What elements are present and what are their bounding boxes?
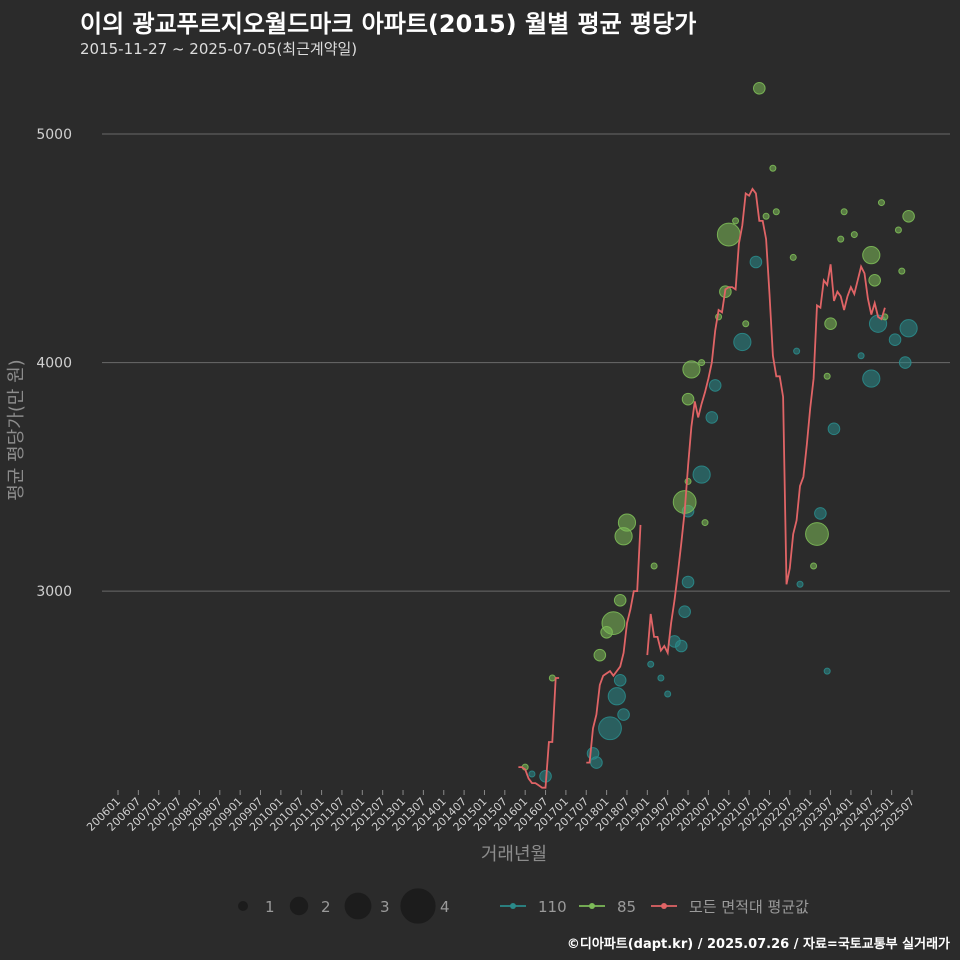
data-point bbox=[601, 611, 626, 636]
legend-series-dot bbox=[661, 903, 667, 909]
data-point bbox=[837, 235, 845, 243]
data-point bbox=[708, 379, 722, 392]
data-point bbox=[862, 246, 881, 265]
legend-series-label: 110 bbox=[538, 898, 567, 916]
average-line-series bbox=[646, 187, 886, 657]
legend-size-key bbox=[289, 896, 309, 916]
data-point bbox=[793, 347, 801, 355]
chart-title: 이의 광교푸르지오월드마크 아파트(2015) 월별 평균 평당가 bbox=[80, 10, 697, 38]
data-point bbox=[692, 465, 711, 484]
data-point bbox=[810, 562, 818, 570]
data-point bbox=[681, 392, 695, 406]
legend-size-label: 4 bbox=[440, 898, 450, 916]
data-point bbox=[898, 267, 906, 275]
data-point bbox=[664, 690, 672, 698]
data-point bbox=[593, 648, 607, 662]
chart-caption: ©디아파트(dapt.kr) / 2025.07.26 / 자료=국토교통부 실… bbox=[566, 937, 950, 952]
data-point bbox=[598, 716, 622, 741]
data-point bbox=[528, 770, 536, 778]
data-point bbox=[742, 320, 750, 328]
data-point bbox=[701, 519, 709, 527]
legend-size-label: 3 bbox=[380, 898, 390, 916]
data-point bbox=[698, 359, 706, 367]
data-point bbox=[894, 226, 902, 234]
data-point bbox=[823, 372, 831, 380]
data-point bbox=[613, 673, 627, 687]
chart-subtitle: 2015-11-27 ~ 2025-07-05(최근계약일) bbox=[80, 40, 358, 58]
data-point bbox=[607, 687, 626, 706]
data-point bbox=[548, 674, 556, 682]
legend-series-label: 모든 면적대 평균값 bbox=[689, 898, 809, 916]
y-tick-label: 5000 bbox=[36, 127, 72, 143]
data-point bbox=[772, 208, 780, 216]
data-point bbox=[862, 369, 881, 388]
data-point bbox=[753, 81, 766, 95]
data-point bbox=[733, 332, 752, 352]
data-point bbox=[650, 562, 658, 570]
data-point bbox=[716, 222, 741, 247]
data-point bbox=[789, 253, 797, 261]
data-point bbox=[749, 255, 763, 269]
data-point bbox=[814, 507, 827, 520]
legend: 1 2 3 4 110 85 모든 면적대 평균값 bbox=[238, 888, 809, 924]
data-point bbox=[613, 593, 627, 607]
data-point bbox=[805, 522, 829, 546]
legend-series-dot bbox=[589, 903, 595, 909]
data-point bbox=[705, 411, 719, 424]
data-point bbox=[762, 212, 770, 220]
average-line-series bbox=[586, 524, 642, 764]
data-point bbox=[732, 217, 740, 225]
average-line-series bbox=[518, 677, 560, 789]
data-point bbox=[681, 575, 695, 589]
data-point bbox=[617, 708, 630, 721]
legend-series-dot bbox=[510, 903, 516, 909]
data-point bbox=[899, 319, 918, 338]
data-point bbox=[674, 639, 688, 653]
data-point bbox=[617, 513, 637, 532]
legend-size-label: 2 bbox=[321, 898, 331, 916]
data-point bbox=[898, 356, 912, 369]
legend-size-key bbox=[344, 892, 372, 920]
data-point bbox=[857, 352, 865, 360]
data-point bbox=[678, 605, 691, 619]
data-point bbox=[769, 164, 777, 172]
data-point bbox=[796, 580, 804, 588]
legend-size-label: 1 bbox=[265, 898, 275, 916]
data-point bbox=[657, 674, 665, 682]
data-point bbox=[647, 660, 655, 668]
points-layer bbox=[521, 81, 918, 783]
y-axis-title: 평균 평당가(만 원) bbox=[6, 359, 27, 500]
legend-size-key bbox=[400, 888, 436, 924]
data-point bbox=[590, 756, 603, 769]
data-point bbox=[827, 422, 841, 436]
data-point bbox=[850, 231, 858, 239]
data-point bbox=[877, 199, 885, 207]
legend-size-key bbox=[238, 901, 248, 911]
legend-series-label: 85 bbox=[617, 898, 636, 916]
data-point bbox=[868, 273, 881, 287]
data-point bbox=[840, 208, 848, 216]
data-point bbox=[824, 317, 837, 331]
x-axis-title: 거래년월 bbox=[481, 844, 547, 865]
y-tick-label: 4000 bbox=[36, 356, 72, 372]
y-tick-label: 3000 bbox=[36, 584, 72, 600]
data-point bbox=[902, 209, 915, 223]
data-point bbox=[682, 360, 701, 379]
data-point bbox=[888, 333, 902, 347]
data-point bbox=[823, 667, 831, 675]
